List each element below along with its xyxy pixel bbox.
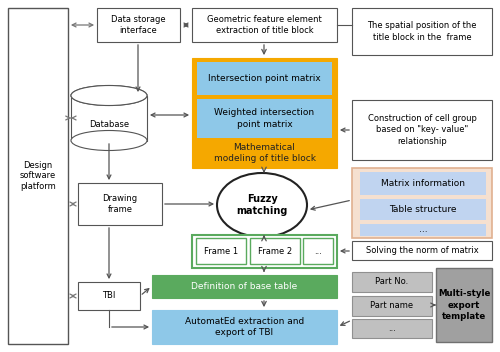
Ellipse shape: [71, 86, 147, 106]
Text: Fuzzy
matching: Fuzzy matching: [236, 194, 288, 216]
Text: Frame 2: Frame 2: [258, 246, 292, 256]
Text: Matrix information: Matrix information: [381, 179, 465, 188]
Ellipse shape: [71, 86, 147, 106]
Bar: [152, 310, 337, 344]
Bar: [436, 268, 492, 342]
Bar: [197, 141, 332, 165]
Text: AutomatEd extraction and
export of TBI: AutomatEd extraction and export of TBI: [185, 317, 304, 337]
Bar: [196, 238, 246, 264]
Bar: [352, 100, 492, 160]
Bar: [250, 238, 300, 264]
Text: Definition of base table: Definition of base table: [192, 282, 298, 291]
Text: TBI: TBI: [102, 291, 116, 301]
Text: Frame 1: Frame 1: [204, 246, 238, 256]
Text: Data storage
interface: Data storage interface: [111, 15, 166, 35]
Bar: [352, 168, 492, 238]
Bar: [360, 224, 486, 236]
Bar: [192, 8, 337, 42]
Bar: [78, 183, 162, 225]
Bar: [352, 272, 432, 292]
Text: Construction of cell group
based on "key- value"
relationship: Construction of cell group based on "key…: [368, 114, 476, 146]
Text: Part name: Part name: [370, 302, 414, 310]
Text: Intersection point matrix: Intersection point matrix: [208, 74, 321, 83]
Text: The spatial position of the
title block in the  frame: The spatial position of the title block …: [367, 21, 477, 42]
Bar: [152, 275, 337, 298]
Text: Multi-style
export
template: Multi-style export template: [438, 289, 490, 321]
Bar: [71, 95, 147, 140]
Ellipse shape: [217, 173, 307, 237]
Text: Part No.: Part No.: [376, 277, 408, 287]
Bar: [352, 241, 492, 260]
Text: Design
software
platform: Design software platform: [20, 161, 56, 191]
Text: ...: ...: [388, 324, 396, 333]
Text: Solving the norm of matrix: Solving the norm of matrix: [366, 246, 478, 255]
Bar: [192, 235, 337, 268]
Text: Table structure: Table structure: [389, 205, 457, 214]
Text: ...: ...: [418, 226, 428, 234]
Text: ...: ...: [314, 246, 322, 256]
Bar: [197, 62, 332, 95]
Bar: [197, 99, 332, 138]
Bar: [303, 238, 333, 264]
Bar: [8, 8, 68, 344]
Bar: [97, 8, 180, 42]
Text: Drawing
frame: Drawing frame: [102, 194, 138, 214]
Text: Weighted intersection
point matrix: Weighted intersection point matrix: [214, 108, 314, 128]
Text: Mathematical
modeling of title block: Mathematical modeling of title block: [214, 143, 316, 163]
Bar: [352, 8, 492, 55]
Bar: [352, 296, 432, 316]
Bar: [360, 199, 486, 220]
Bar: [352, 319, 432, 338]
Bar: [78, 282, 140, 310]
Ellipse shape: [71, 131, 147, 151]
Text: Database: Database: [89, 120, 129, 129]
Bar: [192, 58, 337, 168]
Bar: [360, 172, 486, 195]
Text: Geometric feature element
extraction of title block: Geometric feature element extraction of …: [207, 15, 322, 35]
